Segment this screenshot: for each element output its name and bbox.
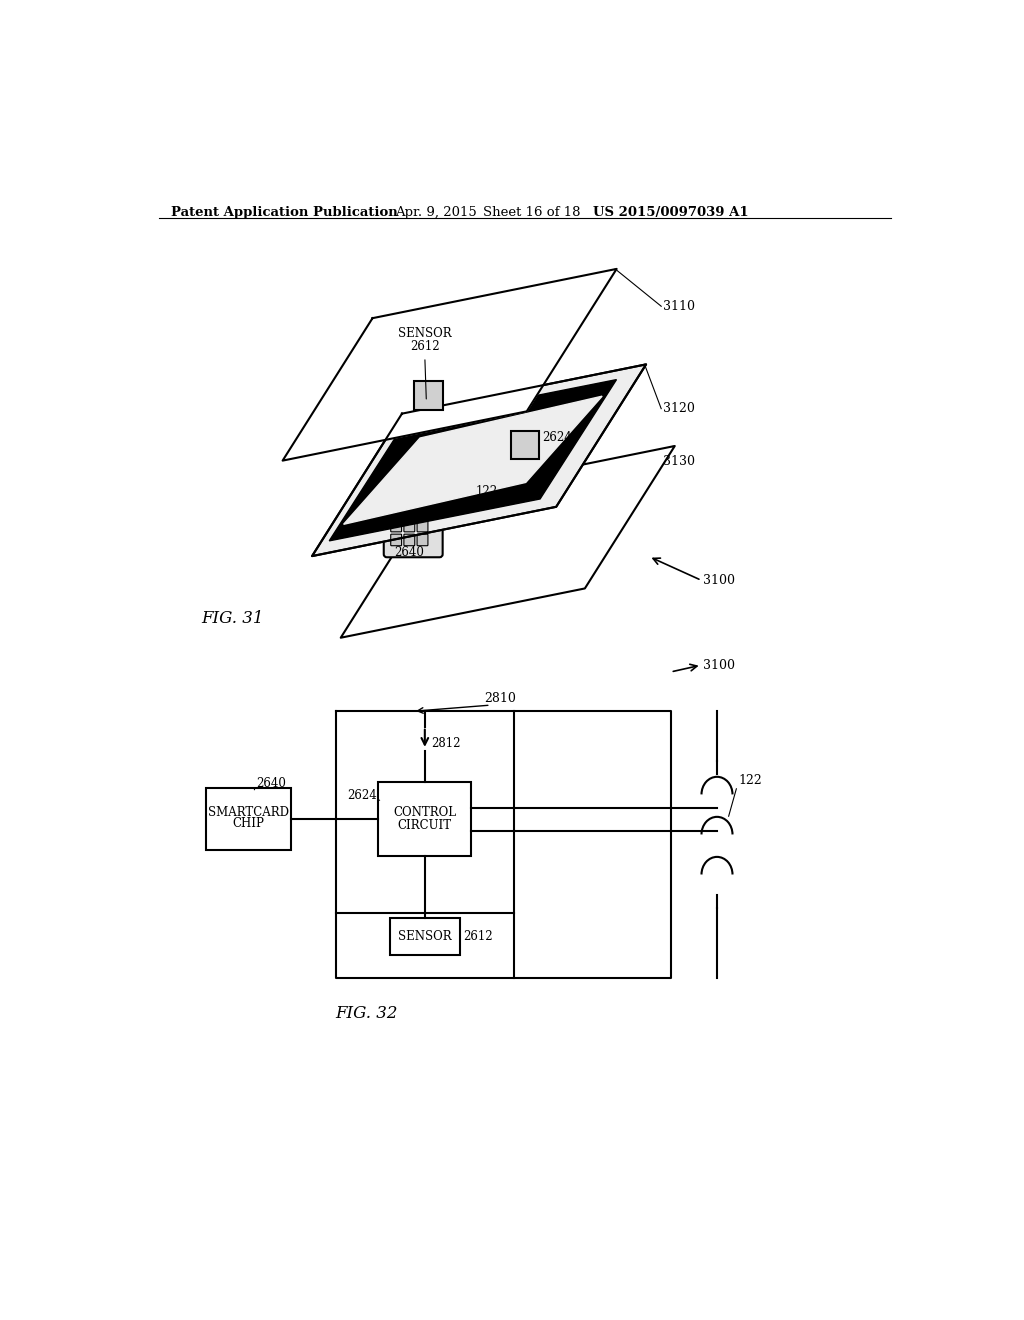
Text: 122: 122 [738,774,763,787]
Text: 122: 122 [475,484,498,498]
Polygon shape [312,364,646,556]
FancyBboxPatch shape [391,520,401,532]
Text: 3100: 3100 [703,659,735,672]
Text: Patent Application Publication: Patent Application Publication [171,206,397,219]
Polygon shape [330,380,616,541]
Text: 2624: 2624 [542,432,571,445]
Polygon shape [511,430,539,459]
Polygon shape [344,396,602,524]
Text: 2810: 2810 [484,693,516,705]
Polygon shape [341,446,675,638]
Text: 2640: 2640 [394,546,424,560]
Text: 3110: 3110 [663,300,694,313]
Text: 3120: 3120 [663,403,694,416]
Text: CIRCUIT: CIRCUIT [397,818,452,832]
FancyBboxPatch shape [391,535,401,545]
Text: FIG. 31: FIG. 31 [202,610,264,627]
FancyBboxPatch shape [403,520,415,532]
Text: SMARTCARD: SMARTCARD [208,805,289,818]
Text: SENSOR: SENSOR [398,327,452,341]
Text: 3100: 3100 [703,574,735,587]
Text: 2812: 2812 [431,737,461,750]
Text: FIG. 32: FIG. 32 [336,1005,398,1022]
Text: SENSOR: SENSOR [398,929,452,942]
Text: US 2015/0097039 A1: US 2015/0097039 A1 [593,206,749,219]
FancyBboxPatch shape [384,503,442,557]
Text: CONTROL: CONTROL [393,807,457,820]
FancyBboxPatch shape [417,535,428,545]
FancyBboxPatch shape [417,520,428,532]
Text: 2612: 2612 [410,339,439,352]
Polygon shape [283,269,616,461]
Text: 2612: 2612 [464,929,494,942]
Text: Apr. 9, 2015: Apr. 9, 2015 [395,206,477,219]
FancyBboxPatch shape [403,535,415,545]
Polygon shape [414,381,443,411]
Text: CHIP: CHIP [232,817,264,830]
Text: 2640: 2640 [256,777,286,791]
Text: Sheet 16 of 18: Sheet 16 of 18 [483,206,581,219]
Text: 3130: 3130 [663,454,694,467]
Text: 2624: 2624 [347,789,377,803]
